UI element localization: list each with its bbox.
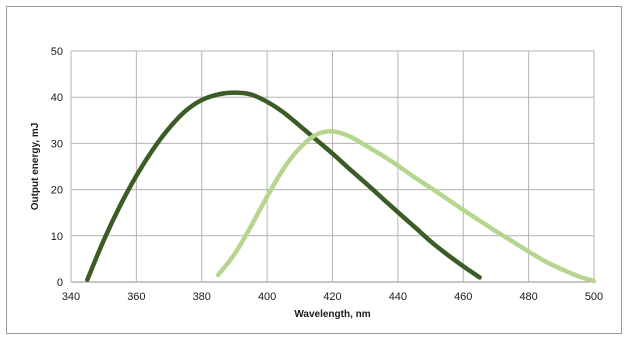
series-line-1 [85,90,482,282]
series-line-2 [215,129,597,284]
tick-labels: 0 10 20 30 40 50 340 360 380 400 420 440 460 480 500 [51,46,603,303]
y-tick-label: 40 [51,92,63,104]
y-tick-label: 30 [51,138,63,150]
y-tick-label: 50 [51,46,63,58]
series-layer [85,90,597,284]
y-tick-label: 20 [51,185,63,197]
x-tick-label: 460 [454,291,472,303]
chart-frame [6,6,622,334]
y-tick-label: 0 [57,277,63,289]
x-tick-label: 340 [62,291,80,303]
grid-lines [70,50,595,283]
y-tick-label: 10 [51,231,63,243]
x-tick-label: 360 [127,291,145,303]
x-tick-label: 440 [389,291,407,303]
x-tick-label: 400 [258,291,276,303]
x-tick-label: 420 [323,291,341,303]
x-tick-label: 480 [519,291,537,303]
x-axis-title: Wavelength, nm [294,309,370,320]
y-axis-title: Output energy, mJ [30,123,41,211]
x-tick-label: 500 [585,291,603,303]
x-tick-label: 380 [193,291,211,303]
